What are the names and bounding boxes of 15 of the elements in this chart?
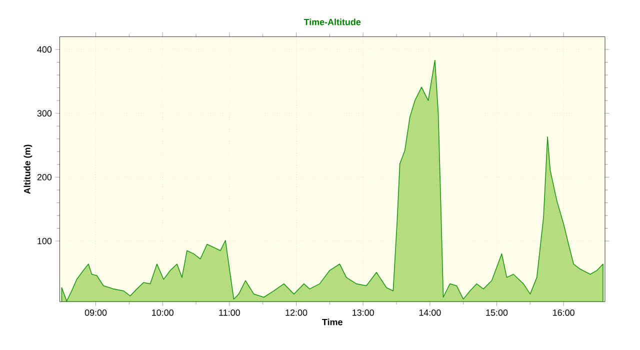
y-axis-title: Altitude (m) bbox=[24, 144, 32, 194]
x-tick-label: 15:00 bbox=[486, 309, 508, 316]
y-tick-label: 200 bbox=[37, 174, 52, 180]
y-tick-label: 300 bbox=[37, 110, 52, 117]
y-tick-label: 100 bbox=[38, 238, 52, 244]
x-tick-label: 11:00 bbox=[219, 309, 240, 316]
x-tick-label: 16:00 bbox=[553, 309, 574, 316]
x-tick-label: 10:00 bbox=[152, 309, 174, 316]
y-tick-label: 400 bbox=[37, 46, 52, 53]
x-axis-title: Time bbox=[322, 318, 342, 326]
x-tick-label: 09:00 bbox=[84, 309, 107, 316]
x-tick-label: 12:00 bbox=[286, 309, 308, 316]
x-tick-label: 14:00 bbox=[419, 309, 441, 316]
chart-title: Time-Altitude bbox=[304, 18, 361, 26]
x-tick-label: 13:00 bbox=[352, 309, 374, 316]
